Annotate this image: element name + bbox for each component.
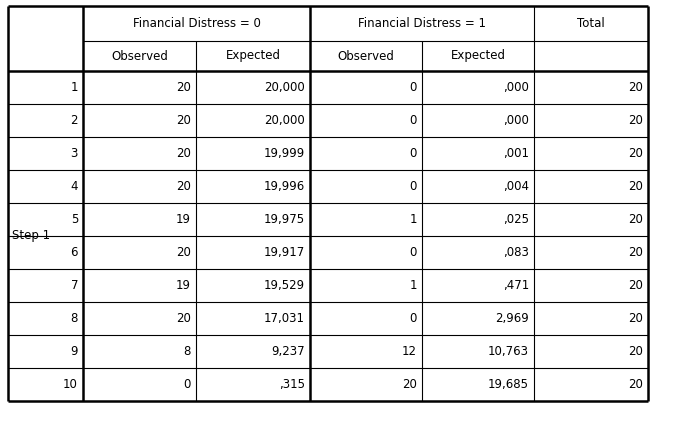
- Text: 20: 20: [402, 378, 417, 391]
- Text: 20: 20: [628, 180, 643, 193]
- Text: 8: 8: [71, 312, 78, 325]
- Text: ,471: ,471: [503, 279, 529, 292]
- Text: 20: 20: [628, 279, 643, 292]
- Text: 8: 8: [183, 345, 191, 358]
- Text: 6: 6: [70, 246, 78, 259]
- Text: ,315: ,315: [279, 378, 305, 391]
- Text: 1: 1: [409, 279, 417, 292]
- Text: 20,000: 20,000: [264, 114, 305, 127]
- Text: 20: 20: [628, 345, 643, 358]
- Text: 20: 20: [628, 114, 643, 127]
- Text: 20: 20: [176, 147, 191, 160]
- Text: Expected: Expected: [226, 49, 280, 63]
- Text: 20: 20: [176, 81, 191, 94]
- Text: 0: 0: [410, 246, 417, 259]
- Text: 20: 20: [176, 180, 191, 193]
- Text: Observed: Observed: [111, 49, 168, 63]
- Text: 20: 20: [176, 114, 191, 127]
- Text: 20: 20: [628, 246, 643, 259]
- Text: 0: 0: [183, 378, 191, 391]
- Text: 7: 7: [70, 279, 78, 292]
- Text: 20,000: 20,000: [264, 81, 305, 94]
- Text: ,083: ,083: [503, 246, 529, 259]
- Text: Financial Distress = 0: Financial Distress = 0: [132, 17, 261, 30]
- Text: 19,685: 19,685: [488, 378, 529, 391]
- Text: Financial Distress = 1: Financial Distress = 1: [358, 17, 486, 30]
- Text: 9: 9: [70, 345, 78, 358]
- Text: 19: 19: [176, 279, 191, 292]
- Text: 17,031: 17,031: [264, 312, 305, 325]
- Text: 19,917: 19,917: [264, 246, 305, 259]
- Text: Total: Total: [577, 17, 605, 30]
- Text: 9,237: 9,237: [271, 345, 305, 358]
- Text: 20: 20: [176, 312, 191, 325]
- Text: 19,996: 19,996: [264, 180, 305, 193]
- Text: ,000: ,000: [503, 114, 529, 127]
- Text: 0: 0: [410, 312, 417, 325]
- Text: 0: 0: [410, 114, 417, 127]
- Text: 20: 20: [628, 378, 643, 391]
- Text: ,000: ,000: [503, 81, 529, 94]
- Text: 0: 0: [410, 81, 417, 94]
- Text: 3: 3: [71, 147, 78, 160]
- Text: Observed: Observed: [338, 49, 394, 63]
- Text: 4: 4: [70, 180, 78, 193]
- Text: 20: 20: [176, 246, 191, 259]
- Text: Expected: Expected: [451, 49, 505, 63]
- Text: Step 1: Step 1: [12, 230, 50, 243]
- Text: 19: 19: [176, 213, 191, 226]
- Text: 0: 0: [410, 180, 417, 193]
- Text: 20: 20: [628, 312, 643, 325]
- Text: 12: 12: [402, 345, 417, 358]
- Text: ,025: ,025: [503, 213, 529, 226]
- Text: 0: 0: [410, 147, 417, 160]
- Text: 2: 2: [70, 114, 78, 127]
- Text: 10,763: 10,763: [488, 345, 529, 358]
- Text: 5: 5: [71, 213, 78, 226]
- Text: 20: 20: [628, 81, 643, 94]
- Text: 19,999: 19,999: [264, 147, 305, 160]
- Text: 20: 20: [628, 147, 643, 160]
- Text: 19,975: 19,975: [264, 213, 305, 226]
- Text: ,004: ,004: [503, 180, 529, 193]
- Text: ,001: ,001: [503, 147, 529, 160]
- Text: 1: 1: [70, 81, 78, 94]
- Text: 2,969: 2,969: [495, 312, 529, 325]
- Text: 10: 10: [63, 378, 78, 391]
- Text: 1: 1: [409, 213, 417, 226]
- Text: 19,529: 19,529: [264, 279, 305, 292]
- Text: 20: 20: [628, 213, 643, 226]
